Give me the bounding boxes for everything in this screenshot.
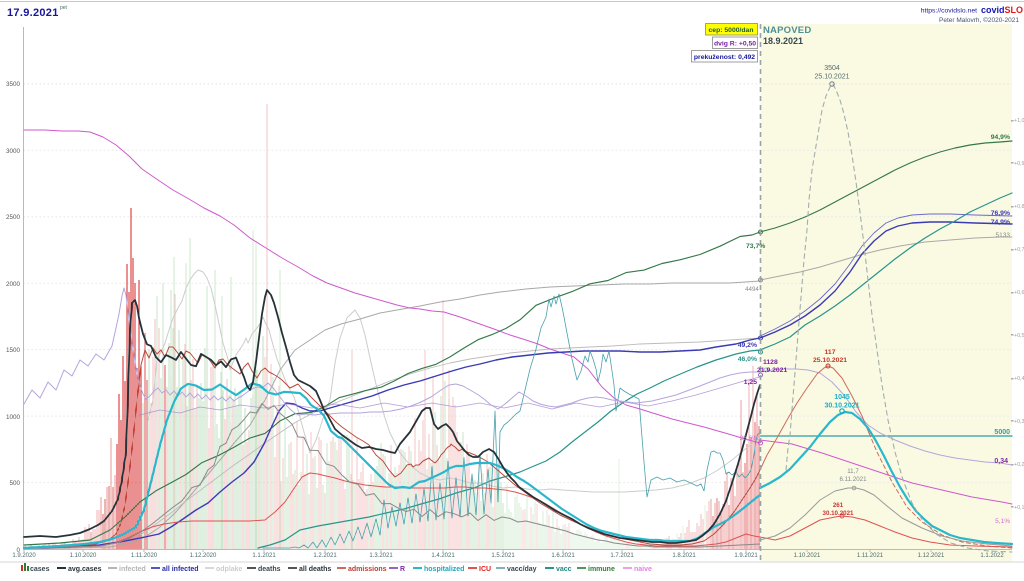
svg-text:17.9.2021: 17.9.2021 (7, 7, 59, 19)
svg-text:3000: 3000 (6, 148, 21, 155)
svg-text:avg.cases: avg.cases (68, 566, 102, 573)
svg-text:+0,1: +0,1 (1014, 505, 1024, 511)
svg-text:all infected: all infected (162, 566, 199, 573)
svg-text:1128: 1128 (763, 359, 778, 366)
svg-text:+0,2: +0,2 (1014, 462, 1024, 468)
svg-text:6.11.2021: 6.11.2021 (839, 476, 867, 483)
svg-text:25.10.2021: 25.10.2021 (814, 74, 849, 81)
svg-text:infected: infected (119, 566, 146, 573)
svg-text:5000: 5000 (994, 429, 1010, 436)
svg-text:73,7%: 73,7% (746, 243, 765, 250)
svg-text:+0,9: +0,9 (1014, 161, 1024, 167)
svg-text:18.9.2021: 18.9.2021 (763, 36, 803, 46)
svg-text:1000: 1000 (6, 414, 21, 421)
svg-text:1,25: 1,25 (744, 379, 757, 386)
svg-text:1.7.2021: 1.7.2021 (610, 553, 634, 559)
svg-text:25.10.2021: 25.10.2021 (813, 357, 847, 364)
svg-text:+1,0: +1,0 (1014, 118, 1024, 124)
svg-text:vacc/day: vacc/day (507, 566, 537, 573)
svg-text:1.12.2020: 1.12.2020 (190, 553, 217, 559)
svg-text:+0,6: +0,6 (1014, 290, 1024, 296)
svg-text:49,2%: 49,2% (738, 342, 757, 349)
svg-text:Peter Malovrh, ©2020-2021: Peter Malovrh, ©2020-2021 (939, 16, 1019, 24)
svg-text:+0,4: +0,4 (1014, 376, 1024, 382)
svg-text:all deaths: all deaths (299, 566, 331, 573)
svg-text:1.6.2021: 1.6.2021 (551, 553, 575, 559)
svg-text:ICU: ICU (479, 566, 491, 573)
svg-text:1.1.2022: 1.1.2022 (980, 553, 1004, 559)
svg-text:odplake: odplake (216, 566, 243, 573)
svg-text:R: R (400, 566, 405, 573)
svg-text:2000: 2000 (6, 281, 21, 288)
svg-text:prekuženost: 0,492: prekuženost: 0,492 (694, 54, 755, 61)
svg-text:1.10.2020: 1.10.2020 (70, 553, 97, 559)
svg-text:+0,7: +0,7 (1014, 247, 1024, 253)
svg-text:1500: 1500 (6, 347, 21, 354)
svg-text:1045: 1045 (834, 394, 850, 401)
svg-text:covidSLO: covidSLO (981, 5, 1023, 15)
svg-text:500: 500 (9, 480, 20, 487)
svg-text:https://covidslo.net: https://covidslo.net (921, 8, 977, 15)
svg-text:11,7: 11,7 (847, 468, 859, 475)
svg-text:+0,3: +0,3 (1014, 419, 1024, 425)
svg-text:30.10.2021: 30.10.2021 (823, 510, 855, 517)
svg-text:1.1.2021: 1.1.2021 (252, 553, 276, 559)
svg-text:1.5.2021: 1.5.2021 (491, 553, 515, 559)
svg-text:1.12.2021: 1.12.2021 (918, 553, 945, 559)
svg-text:3500: 3500 (6, 81, 21, 88)
svg-text:1.3.2021: 1.3.2021 (369, 553, 393, 559)
svg-text:74,9%: 74,9% (991, 219, 1010, 226)
svg-text:1.9.2020: 1.9.2020 (12, 553, 36, 559)
svg-text:117: 117 (825, 349, 836, 356)
svg-text:1.9.2021: 1.9.2021 (734, 553, 758, 559)
svg-text:5,1%: 5,1% (995, 518, 1010, 525)
svg-text:1.11.2021: 1.11.2021 (857, 553, 884, 559)
svg-text:1.8.2021: 1.8.2021 (672, 553, 696, 559)
svg-text:30.10.2021: 30.10.2021 (824, 403, 859, 410)
svg-text:hospitalized: hospitalized (424, 566, 464, 573)
svg-text:5133: 5133 (996, 232, 1011, 239)
svg-text:+0,5: +0,5 (1014, 333, 1024, 339)
svg-text:0: 0 (16, 547, 20, 554)
svg-text:21.9.2021: 21.9.2021 (757, 367, 787, 374)
svg-text:admissions: admissions (348, 566, 387, 573)
svg-text:pet: pet (60, 5, 68, 11)
svg-text:cep: 5000/dan: cep: 5000/dan (709, 27, 754, 34)
svg-text:vacc: vacc (556, 566, 572, 573)
svg-text:naive: naive (634, 566, 652, 573)
svg-text:4494: 4494 (745, 286, 759, 293)
svg-text:immune: immune (588, 566, 615, 573)
svg-text:26,6%: 26,6% (740, 435, 759, 442)
svg-text:1.10.2021: 1.10.2021 (794, 553, 821, 559)
svg-text:76,9%: 76,9% (991, 210, 1010, 217)
svg-text:2500: 2500 (6, 214, 21, 221)
svg-text:261: 261 (833, 502, 844, 509)
svg-text:94,9%: 94,9% (991, 134, 1010, 141)
svg-text:deaths: deaths (258, 566, 281, 573)
svg-text:1.11.2020: 1.11.2020 (131, 553, 158, 559)
svg-text:1.2.2021: 1.2.2021 (313, 553, 337, 559)
svg-text:0,34: 0,34 (994, 458, 1008, 465)
svg-text:dvig R: +0,50: dvig R: +0,50 (714, 41, 756, 48)
svg-text:NAPOVED: NAPOVED (763, 25, 811, 36)
svg-text:+0,8: +0,8 (1014, 204, 1024, 210)
svg-text:46,0%: 46,0% (738, 356, 757, 363)
svg-text:1.4.2021: 1.4.2021 (431, 553, 455, 559)
svg-text:cases: cases (30, 566, 50, 573)
svg-text:3504: 3504 (824, 65, 840, 72)
